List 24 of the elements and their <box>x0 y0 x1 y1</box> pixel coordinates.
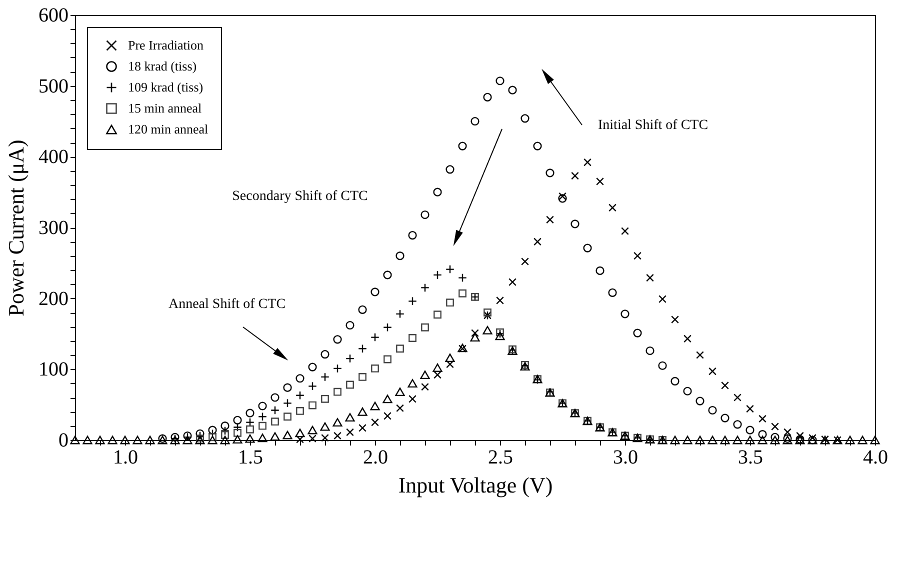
x-tick-label: 2.5 <box>488 446 513 468</box>
legend-label: Pre Irradiation <box>128 38 204 52</box>
y-tick-label: 300 <box>38 217 68 239</box>
x-axis-title: Input Voltage (V) <box>398 472 553 498</box>
x-tick-label: 2.0 <box>363 446 388 468</box>
y-tick-label: 0 <box>58 430 68 452</box>
y-tick-label: 200 <box>38 288 68 310</box>
x-tick-label: 1.5 <box>238 446 263 468</box>
y-tick-label: 600 <box>38 4 68 26</box>
y-tick-label: 400 <box>38 146 68 168</box>
annotation: Secondary Shift of CTC <box>232 189 368 204</box>
y-tick-label: 100 <box>38 358 68 381</box>
y-tick-label: 500 <box>38 75 68 98</box>
x-tick-label: 3.0 <box>613 446 638 468</box>
y-axis-title: Power Current (μA) <box>4 140 28 316</box>
legend-label: 15 min anneal <box>128 100 202 116</box>
annotation: Anneal Shift of CTC <box>168 297 286 312</box>
legend-label: 18 krad (tiss) <box>128 58 197 74</box>
x-tick-label: 4.0 <box>863 446 888 468</box>
x-tick-label: 1.0 <box>113 446 138 468</box>
legend-label: 109 krad (tiss) <box>128 80 204 94</box>
x-tick-label: 3.5 <box>738 446 763 468</box>
legend-label: 120 min anneal <box>128 122 209 136</box>
annotation: Initial Shift of CTC <box>598 118 708 133</box>
